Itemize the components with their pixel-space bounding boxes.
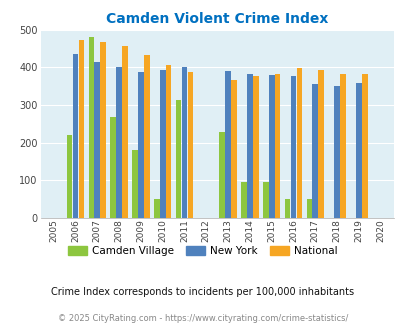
Bar xyxy=(219,132,224,218)
Bar xyxy=(144,55,149,218)
Bar xyxy=(153,199,159,218)
Bar xyxy=(138,72,143,218)
Bar xyxy=(230,80,236,218)
Text: Crime Index corresponds to incidents per 100,000 inhabitants: Crime Index corresponds to incidents per… xyxy=(51,287,354,297)
Bar xyxy=(355,83,361,218)
Bar xyxy=(110,117,116,218)
Bar xyxy=(94,62,100,218)
Bar xyxy=(72,54,78,218)
Bar xyxy=(306,199,311,218)
Bar xyxy=(181,67,187,218)
Bar xyxy=(116,67,121,218)
Bar xyxy=(274,74,280,218)
Bar xyxy=(339,75,345,218)
Bar xyxy=(262,182,268,218)
Bar xyxy=(361,75,367,218)
Bar xyxy=(247,74,252,218)
Title: Camden Violent Crime Index: Camden Violent Crime Index xyxy=(106,12,328,26)
Bar xyxy=(160,70,165,218)
Bar xyxy=(165,65,171,218)
Bar xyxy=(66,135,72,218)
Legend: Camden Village, New York, National: Camden Village, New York, National xyxy=(64,242,341,260)
Bar xyxy=(88,37,94,218)
Bar xyxy=(241,182,246,218)
Bar xyxy=(100,43,106,218)
Bar xyxy=(132,150,138,218)
Bar xyxy=(318,70,323,218)
Bar xyxy=(312,84,318,218)
Text: © 2025 CityRating.com - https://www.cityrating.com/crime-statistics/: © 2025 CityRating.com - https://www.city… xyxy=(58,314,347,323)
Bar xyxy=(122,46,128,218)
Bar xyxy=(284,199,290,218)
Bar xyxy=(268,75,274,218)
Bar xyxy=(187,72,193,218)
Bar xyxy=(290,76,296,218)
Bar xyxy=(333,86,339,218)
Bar xyxy=(296,68,301,218)
Bar xyxy=(78,40,84,218)
Bar xyxy=(175,100,181,218)
Bar xyxy=(252,76,258,218)
Bar xyxy=(225,71,230,218)
